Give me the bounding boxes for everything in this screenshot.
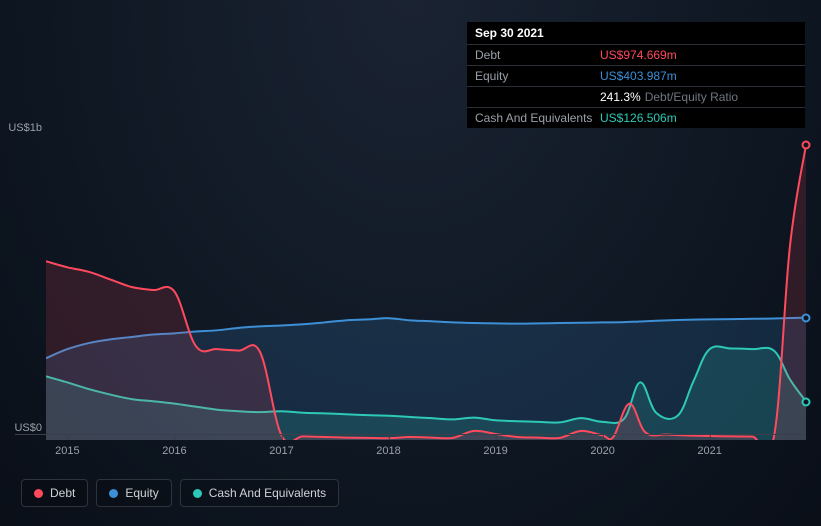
legend-item[interactable]: Equity bbox=[96, 479, 171, 507]
cash-end-marker bbox=[802, 397, 811, 406]
tooltip-value: US$403.987m bbox=[600, 70, 677, 82]
legend-label: Equity bbox=[125, 486, 158, 500]
x-axis-tick: 2018 bbox=[376, 445, 400, 457]
legend-dot bbox=[34, 489, 43, 498]
tooltip-row: EquityUS$403.987m bbox=[467, 65, 805, 86]
x-axis-tick: 2021 bbox=[697, 445, 721, 457]
tooltip-row: 241.3% Debt/Equity Ratio bbox=[467, 86, 805, 107]
x-axis-tick: 2019 bbox=[483, 445, 507, 457]
legend: Debt Equity Cash And Equivalents bbox=[21, 479, 339, 507]
y-axis-max-label: US$1b bbox=[8, 122, 42, 134]
chart-area[interactable] bbox=[46, 137, 806, 440]
x-axis-tick: 2017 bbox=[269, 445, 293, 457]
tooltip-value: US$974.669m bbox=[600, 49, 677, 61]
tooltip-row: Cash And EquivalentsUS$126.506m bbox=[467, 107, 805, 128]
legend-item[interactable]: Debt bbox=[21, 479, 88, 507]
equity-end-marker bbox=[802, 313, 811, 322]
tooltip-date: Sep 30 2021 bbox=[467, 22, 805, 44]
legend-dot bbox=[109, 489, 118, 498]
x-axis-tick: 2016 bbox=[162, 445, 186, 457]
tooltip-value: 241.3% bbox=[600, 91, 641, 103]
tooltip-label bbox=[475, 91, 600, 103]
tooltip-label: Debt bbox=[475, 49, 600, 61]
tooltip-suffix: Debt/Equity Ratio bbox=[645, 91, 738, 103]
tooltip-label: Equity bbox=[475, 70, 600, 82]
x-axis-tick: 2015 bbox=[55, 445, 79, 457]
legend-label: Cash And Equivalents bbox=[209, 486, 326, 500]
x-axis: 2015 2016 2017 2018 2019 2020 2021 bbox=[46, 445, 806, 463]
tooltip-row: DebtUS$974.669m bbox=[467, 44, 805, 65]
legend-dot bbox=[193, 489, 202, 498]
y-axis-min-label: US$0 bbox=[14, 422, 42, 434]
legend-label: Debt bbox=[50, 486, 75, 500]
legend-item[interactable]: Cash And Equivalents bbox=[180, 479, 339, 507]
tooltip: Sep 30 2021 DebtUS$974.669mEquityUS$403.… bbox=[467, 22, 805, 128]
x-axis-tick: 2020 bbox=[590, 445, 614, 457]
x-axis-line bbox=[15, 434, 805, 435]
tooltip-value: US$126.506m bbox=[600, 112, 677, 124]
tooltip-label: Cash And Equivalents bbox=[475, 112, 600, 124]
debt-end-marker bbox=[802, 140, 811, 149]
